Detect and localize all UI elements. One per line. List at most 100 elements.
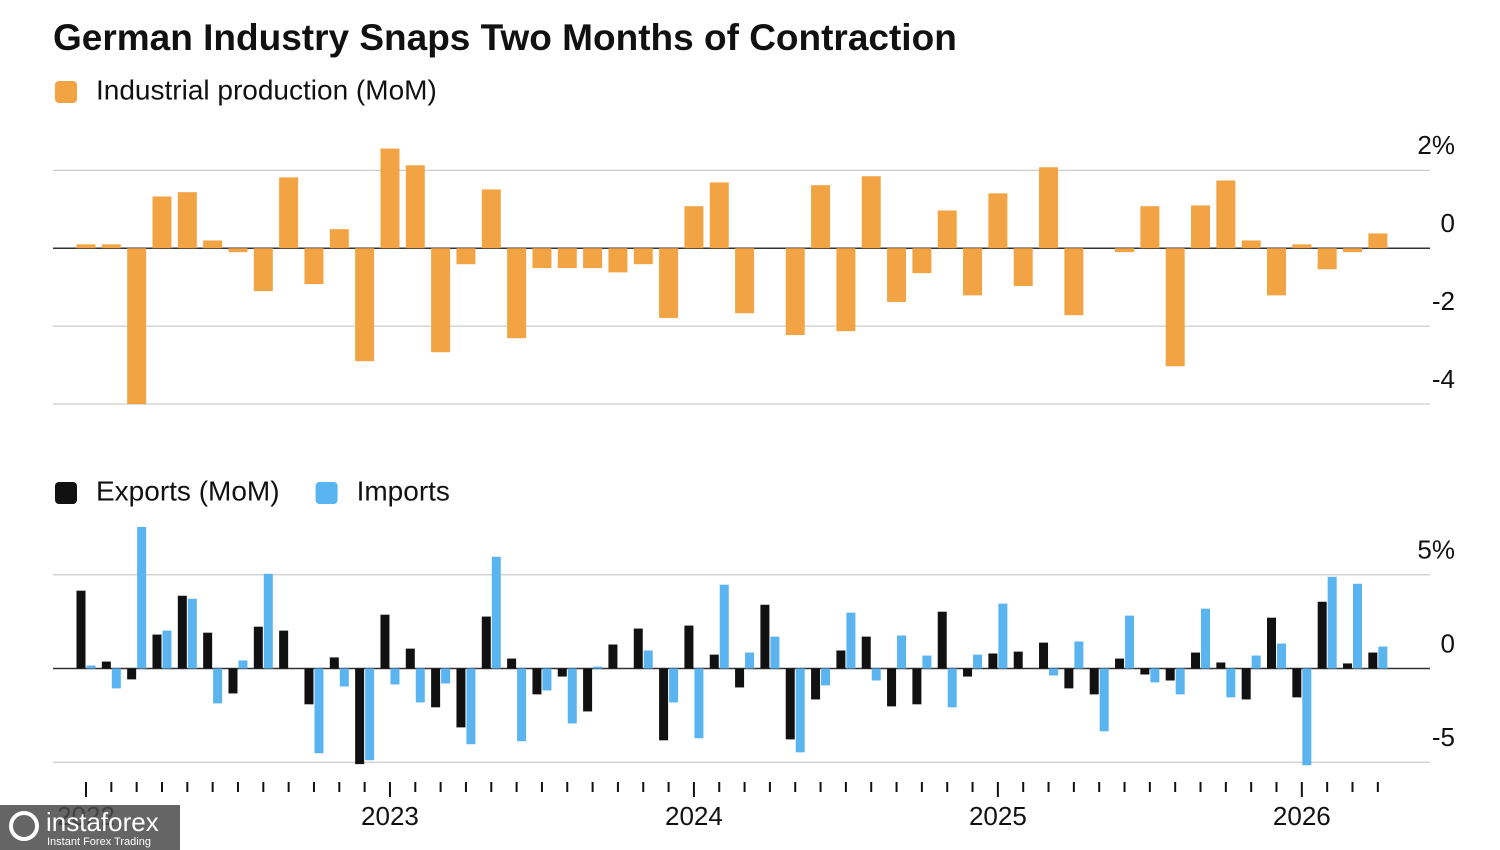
bar [1013, 651, 1023, 669]
bar [557, 668, 567, 677]
bar [912, 668, 922, 705]
bar [187, 598, 197, 669]
bar [1241, 668, 1251, 700]
legend-swatch [55, 81, 77, 103]
bar [355, 668, 365, 765]
bar [76, 590, 86, 669]
bar [608, 248, 628, 273]
bar [963, 248, 983, 296]
bar [1277, 643, 1287, 669]
x-tick-label: 2026 [1273, 801, 1331, 831]
bar [1201, 608, 1211, 669]
bar [1378, 646, 1388, 669]
bar [1267, 617, 1277, 669]
bar [481, 616, 491, 669]
bar [1343, 663, 1352, 669]
bar [811, 185, 831, 249]
y-tick-label: 2% [1417, 130, 1455, 160]
legend-label: Industrial production (MoM) [96, 74, 437, 105]
bar [491, 556, 501, 669]
bar [643, 650, 653, 669]
bar [481, 189, 501, 249]
bar [279, 177, 299, 249]
bar [390, 668, 400, 685]
watermark-tagline: Instant Forex Trading [47, 836, 151, 848]
watermark: instaforex Instant Forex Trading [0, 805, 180, 850]
bar [1292, 668, 1302, 698]
bar [253, 248, 273, 292]
bar [684, 625, 694, 669]
bar [567, 668, 577, 724]
bar [238, 660, 248, 669]
bar [887, 668, 897, 707]
bar [583, 668, 593, 712]
bar [1039, 642, 1049, 669]
bar [785, 668, 795, 740]
bar [897, 635, 907, 669]
y-tick-label: 5% [1417, 535, 1455, 565]
bar [456, 668, 466, 728]
bar [745, 652, 755, 669]
bar [1267, 248, 1287, 296]
bar [314, 668, 324, 754]
bar [1226, 668, 1236, 698]
bar [127, 248, 147, 404]
bar [861, 176, 881, 249]
bar [973, 654, 983, 669]
bar [937, 611, 947, 669]
bar [719, 584, 729, 669]
bar [228, 248, 248, 253]
bar [947, 668, 957, 708]
legend-swatch [315, 482, 338, 504]
bar [735, 668, 745, 688]
bar [760, 604, 770, 669]
bar [1317, 248, 1337, 270]
bar [415, 668, 425, 703]
bar [213, 668, 223, 704]
y-tick-label: -4 [1432, 364, 1455, 394]
bar [441, 668, 451, 684]
bar [937, 210, 957, 249]
bar [101, 661, 111, 669]
bar [203, 240, 223, 249]
bar [86, 665, 96, 669]
bar [1140, 668, 1150, 675]
bar [1191, 652, 1201, 669]
bar [152, 196, 172, 249]
bar [1251, 655, 1261, 669]
bar [405, 165, 425, 249]
bar [1150, 668, 1160, 683]
bar [1343, 248, 1362, 253]
bar [1317, 601, 1327, 669]
bar [836, 650, 846, 669]
x-tick-label: 2024 [665, 801, 723, 831]
bar [304, 668, 314, 705]
bar [1049, 668, 1059, 676]
x-tick-label: 2025 [969, 801, 1027, 831]
bar [1216, 180, 1236, 249]
bar [912, 248, 932, 274]
bar [593, 666, 603, 669]
y-tick-label: 0 [1441, 628, 1455, 658]
bar [137, 526, 147, 669]
bar [694, 668, 704, 739]
bar [329, 229, 349, 249]
bar [608, 644, 618, 669]
bar [517, 668, 527, 742]
bar [431, 668, 441, 708]
bar [1125, 615, 1135, 669]
bar [177, 595, 187, 669]
bar [1115, 658, 1125, 669]
bar [532, 248, 552, 269]
bar [405, 648, 415, 669]
watermark-icon [9, 811, 39, 841]
chart-title: German Industry Snaps Two Months of Cont… [53, 17, 957, 58]
bar [507, 658, 517, 669]
bar [203, 632, 213, 669]
bar [785, 248, 805, 336]
bar [1175, 668, 1185, 695]
bar [1089, 668, 1099, 695]
bar [253, 626, 263, 669]
bar [279, 630, 289, 669]
legend-label: Exports (MoM) [96, 475, 280, 506]
